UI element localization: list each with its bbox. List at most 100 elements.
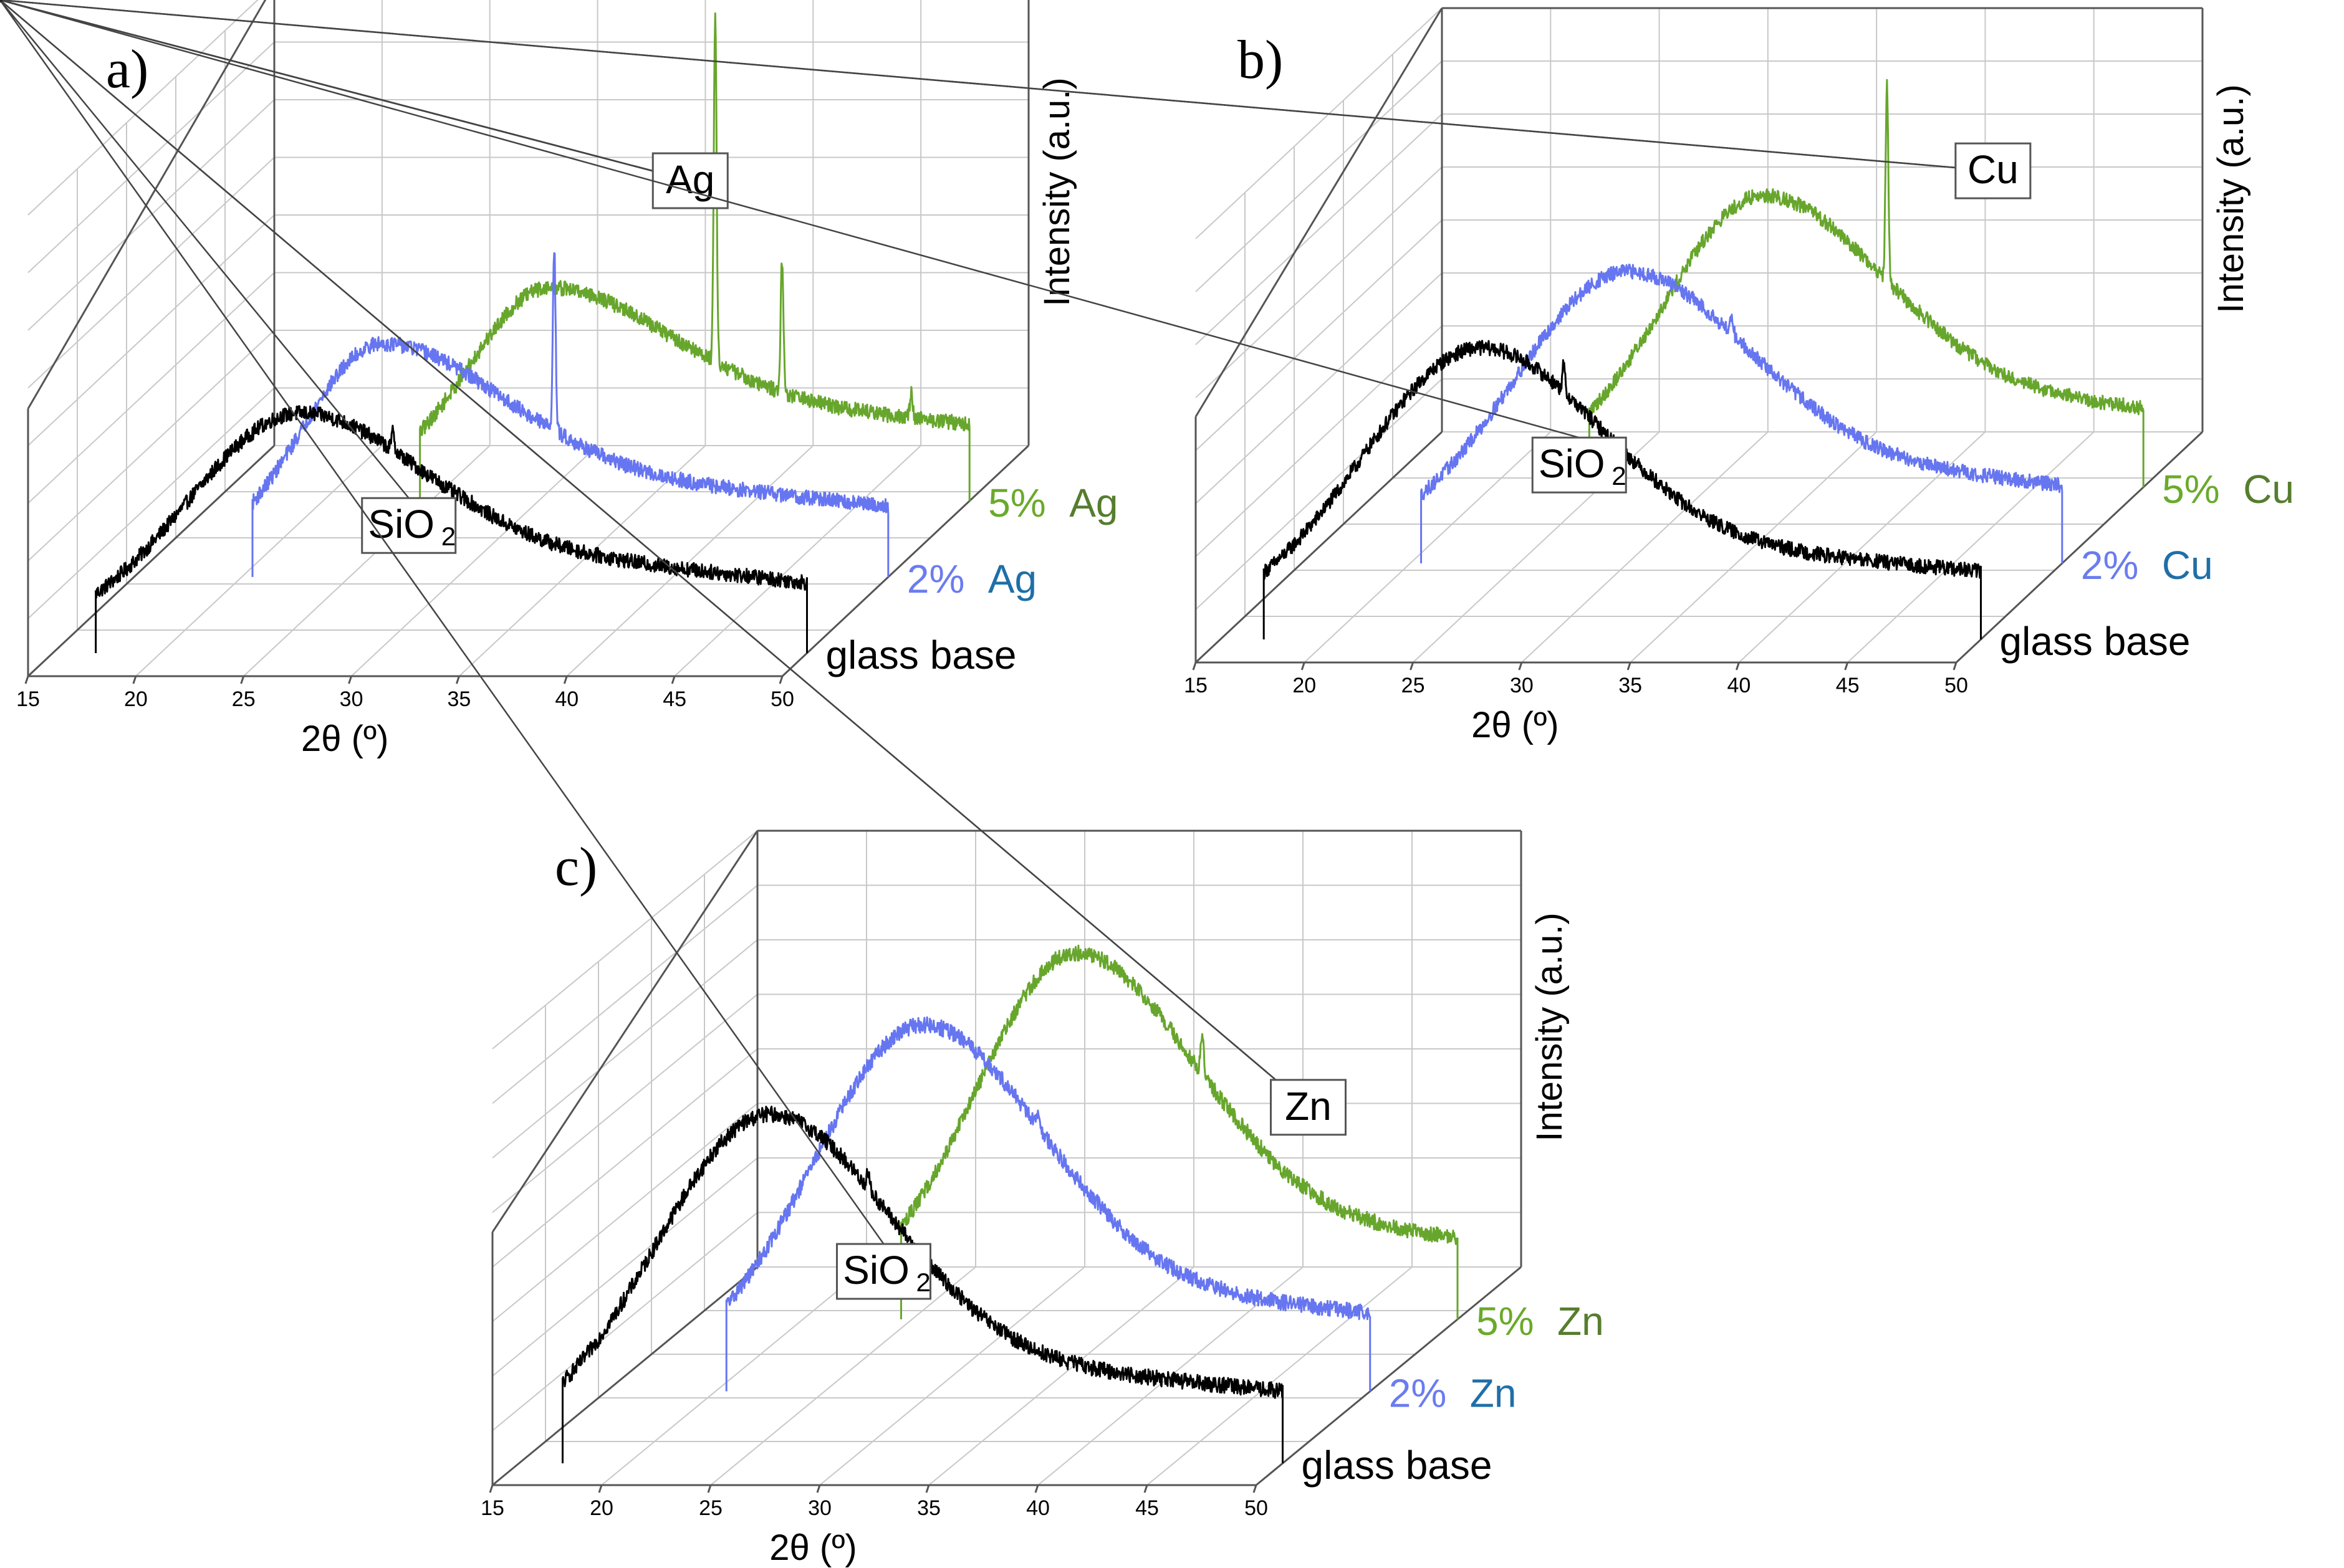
panel-label: a) — [106, 39, 148, 100]
y-axis-label: Intensity (a.u.) — [1037, 77, 1077, 306]
x-tick — [1300, 662, 1305, 671]
annotation-subscript: 2 — [916, 1268, 931, 1297]
side-grid-line — [1195, 219, 1443, 451]
x-tick-label: 45 — [1836, 674, 1860, 697]
x-tick-label: 35 — [448, 687, 471, 711]
side-grid-line — [492, 1212, 758, 1432]
x-tick-label: 45 — [663, 687, 686, 711]
x-tick-label: 20 — [1292, 674, 1316, 697]
series-0: glass base — [562, 1106, 1492, 1488]
y-axis-label: Intensity (a.u.) — [1529, 912, 1570, 1141]
x-tick — [348, 676, 352, 684]
x-tick-label: 50 — [771, 687, 794, 711]
x-tick — [1844, 662, 1849, 671]
annotation-box — [1531, 436, 1627, 494]
annotation-text: SiO — [368, 502, 435, 547]
side-grid-line — [492, 884, 758, 1104]
annotation-text: Ag — [666, 157, 714, 202]
series-label-pct: 5% — [1476, 1299, 1534, 1344]
x-tick — [1953, 662, 1957, 671]
side-grid-line — [27, 272, 275, 504]
series-label-element: Cu — [2243, 467, 2294, 512]
depth-axis-line — [1256, 1266, 1522, 1486]
x-tick-label: 35 — [1618, 674, 1642, 697]
annotation-0: SiO 2 — [0, 0, 1627, 494]
annotation-arrow — [0, 0, 1309, 1108]
floor-grid-line — [710, 1266, 976, 1486]
floor-grid-line — [135, 445, 383, 677]
series-label-pct: 5% — [988, 480, 1046, 525]
x-tick-label: 25 — [699, 1496, 723, 1520]
chart-panel-2: 15 20 25 30 35 40 45 50 2θ (º) Intensity (a.u.) b)… — [0, 0, 2294, 745]
annotation-box — [361, 497, 457, 554]
annotation-arrow — [0, 0, 410, 499]
side-grid-line — [492, 1048, 758, 1268]
floor-grid-line — [1304, 431, 1551, 663]
side-grid-line — [1195, 378, 1443, 610]
series-label-element: Zn — [1557, 1299, 1604, 1344]
series-0: glass base — [95, 405, 1017, 677]
x-tick-label: 15 — [481, 1496, 504, 1520]
annotation-text: SiO — [1539, 441, 1605, 486]
side-grid-line — [27, 41, 275, 274]
axes-frame: 15 20 25 30 35 40 45 50 — [16, 0, 1030, 711]
left-depth-line — [1194, 431, 1443, 664]
annotation-arrowhead — [0, 0, 2, 2]
x-tick — [24, 676, 29, 684]
chart-panel-1: 15 20 25 30 35 40 45 50 2θ (º) Intensity (a.u.) a)… — [0, 0, 1118, 759]
x-tick — [1143, 1484, 1148, 1493]
series-line — [900, 944, 1459, 1245]
annotation-1: Ag — [0, 0, 729, 209]
series-line — [419, 12, 971, 436]
floor-grid-line — [1521, 431, 1769, 663]
annotation-0: SiO 2 — [0, 0, 931, 1300]
x-tick — [1034, 1484, 1039, 1493]
side-grid-line — [1195, 166, 1443, 398]
annotation-box — [651, 152, 729, 209]
series-1: 2% Zn — [725, 1016, 1516, 1416]
series-label-name: glass base — [1302, 1443, 1492, 1488]
series-label-name: glass base — [826, 633, 1017, 677]
side-grid-line — [492, 830, 758, 1049]
left-depth-line — [27, 444, 276, 677]
x-tick — [132, 676, 137, 684]
x-tick — [1518, 662, 1523, 671]
annotation-arrow — [0, 0, 1993, 172]
x-tick-label: 40 — [1026, 1496, 1050, 1520]
depth-axis-line — [781, 444, 1030, 677]
axes-frame: 15 20 25 30 35 40 45 50 — [1184, 7, 2204, 697]
annotation-subscript: 2 — [441, 522, 456, 551]
x-axis-label: 2θ (º) — [769, 1527, 857, 1568]
x-tick-label: 40 — [555, 687, 579, 711]
y-axis-label: Intensity (a.u.) — [2211, 84, 2251, 313]
x-tick — [779, 676, 784, 684]
x-tick-label: 30 — [808, 1496, 832, 1520]
side-grid-line — [1195, 272, 1443, 504]
series-label-element: Ag — [1069, 480, 1118, 525]
series-label-pct: 5% — [2162, 467, 2220, 512]
x-tick-label: 50 — [1944, 674, 1968, 697]
grid — [27, 0, 1029, 677]
side-grid-line — [27, 156, 275, 389]
floor-grid-line — [601, 1266, 867, 1486]
series-label-element: Cu — [2162, 543, 2213, 588]
annotation-subscript: 2 — [1612, 461, 1626, 490]
floor-grid-line — [350, 445, 598, 677]
depth-axis-line — [1955, 431, 2204, 664]
series-label-pct: 2% — [907, 557, 965, 601]
series-2: 5% Ag — [419, 12, 1118, 525]
side-grid-line — [27, 387, 275, 619]
side-grid-line — [1195, 7, 1443, 239]
panel-label: b) — [1237, 30, 1283, 90]
annotation-arrow — [0, 0, 885, 1245]
series-label-pct: 2% — [1389, 1371, 1447, 1416]
series-line — [251, 252, 890, 514]
annotation-text: Zn — [1285, 1084, 1332, 1129]
annotation-arrow — [0, 0, 691, 182]
x-tick — [563, 676, 568, 684]
x-tick — [1736, 662, 1740, 671]
side-grid-line — [27, 214, 275, 446]
left-top-edge — [1194, 7, 1443, 418]
series-line — [95, 405, 808, 599]
series-2: 5% Zn — [900, 944, 1604, 1344]
